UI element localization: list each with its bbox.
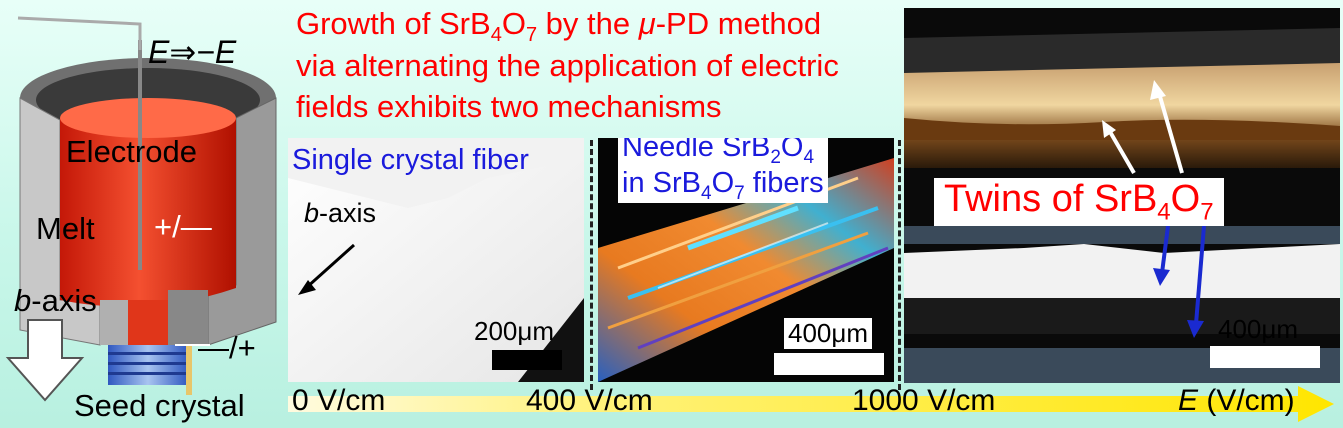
electrode-label: Electrode: [66, 134, 197, 169]
single-scale-bar: [492, 350, 562, 370]
single-crystal-micrograph: Single crystal fiber b-axis 200μm: [288, 138, 584, 382]
single-scale-label: 200μm: [474, 316, 555, 346]
axis-tick-1000: 1000 V/cm: [852, 384, 996, 417]
needle-micrograph: Needle SrB2O4 in SrB4O7 fibers 400μm: [598, 138, 894, 382]
separator-1: [590, 140, 593, 390]
field-switch-label: E⇒−E: [148, 34, 237, 70]
melt-label: Melt: [36, 211, 95, 246]
twins-scale-bar: [1210, 346, 1320, 368]
polarity-top-label: +/—: [154, 209, 212, 244]
twins-micrograph: Twins of SrB4O7 400μm: [904, 8, 1340, 383]
title-line2: via alternating the application of elect…: [296, 48, 839, 83]
melt: [60, 118, 236, 307]
needle-scale-label: 400μm: [784, 318, 873, 349]
title-line1: Growth of SrB4O7 by the μ-PD method: [296, 6, 822, 47]
nozzle: [128, 300, 168, 348]
baxis-arrow: [5, 319, 85, 402]
seed-crystal-label: Seed crystal: [74, 388, 245, 423]
polarity-bottom-label: —/+: [198, 330, 256, 365]
axis-tick-400: 400 V/cm: [526, 384, 653, 417]
baxis-label: b-axis: [14, 283, 97, 318]
needle-title: Needle SrB2O4 in SrB4O7 fibers: [618, 138, 828, 204]
field-axis-arrow: [288, 386, 1334, 422]
apparatus-diagram: [5, 16, 277, 402]
needle-scale-bar: [774, 353, 884, 375]
twins-label: Twins of SrB4O7: [934, 178, 1224, 227]
title-line3: fields exhibits two mechanisms: [296, 89, 722, 124]
separator-2: [898, 140, 901, 390]
single-baxis-label: b-axis: [304, 198, 377, 228]
twins-scale-label: 400μm: [1218, 314, 1299, 344]
axis-unit-label: E (V/cm): [1178, 384, 1295, 417]
axis-tick-0: 0 V/cm: [292, 384, 386, 417]
single-crystal-title: Single crystal fiber: [292, 144, 529, 176]
